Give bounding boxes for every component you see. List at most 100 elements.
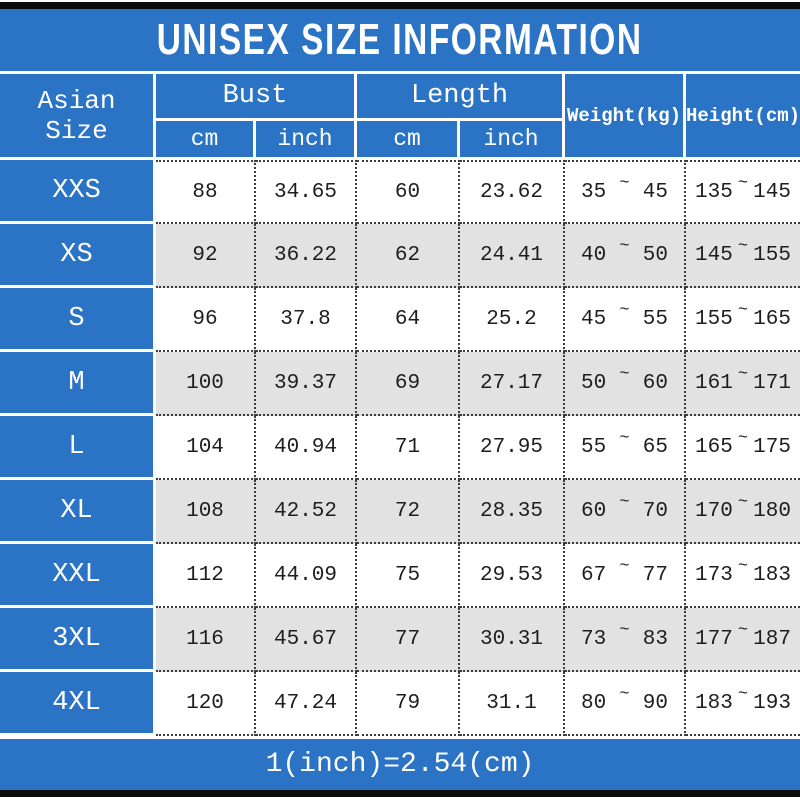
range-tilde: ~ xyxy=(737,428,749,448)
weight-min: 73 xyxy=(581,627,607,651)
range-tilde: ~ xyxy=(619,620,630,640)
size-cell: L xyxy=(0,416,156,480)
weight-min: 45 xyxy=(581,307,607,331)
bust-cm-cell: 100 xyxy=(156,352,256,416)
weight-max: 55 xyxy=(642,307,668,331)
length-inch-cell: 27.17 xyxy=(460,352,565,416)
header-length: Length xyxy=(357,74,565,121)
length-cm-cell: 71 xyxy=(357,416,460,480)
weight-min: 67 xyxy=(581,563,607,587)
height-range-cell: 161 ~171 xyxy=(686,352,800,416)
length-inch-cell: 30.31 xyxy=(460,608,565,672)
range-tilde: ~ xyxy=(737,364,749,384)
header-bust: Bust xyxy=(156,74,357,121)
bust-inch-cell: 45.67 xyxy=(256,608,357,672)
header-length-cm: cm xyxy=(357,121,460,160)
height-min: 177 xyxy=(695,627,733,651)
height-range-cell: 135 ~145 xyxy=(686,160,800,224)
length-inch-cell: 31.1 xyxy=(460,672,565,736)
bust-inch-cell: 39.37 xyxy=(256,352,357,416)
size-cell: XXL xyxy=(0,544,156,608)
weight-range-cell: 40 ~50 xyxy=(565,224,686,288)
length-inch-cell: 28.35 xyxy=(460,480,565,544)
range-tilde: ~ xyxy=(619,300,630,320)
weight-range-cell: 80 ~90 xyxy=(565,672,686,736)
table-row: 4XL 120 47.24 79 31.1 80 ~90 183 ~193 xyxy=(0,672,800,736)
height-max: 180 xyxy=(753,499,791,523)
length-cm-cell: 62 xyxy=(357,224,460,288)
length-inch-cell: 27.95 xyxy=(460,416,565,480)
length-cm-cell: 72 xyxy=(357,480,460,544)
length-inch-cell: 23.62 xyxy=(460,160,565,224)
size-cell: XXS xyxy=(0,160,156,224)
size-cell: 3XL xyxy=(0,608,156,672)
height-max: 155 xyxy=(753,243,791,267)
bust-cm-cell: 92 xyxy=(156,224,256,288)
height-range-cell: 165 ~175 xyxy=(686,416,800,480)
height-min: 155 xyxy=(695,307,733,331)
height-max: 171 xyxy=(753,371,791,395)
weight-min: 35 xyxy=(581,180,607,204)
bottom-black-bar xyxy=(0,790,800,797)
size-cell: 4XL xyxy=(0,672,156,736)
range-tilde: ~ xyxy=(619,556,630,576)
weight-min: 40 xyxy=(581,243,607,267)
size-cell: S xyxy=(0,288,156,352)
bust-inch-cell: 42.52 xyxy=(256,480,357,544)
size-cell: XL xyxy=(0,480,156,544)
height-min: 170 xyxy=(695,499,733,523)
weight-range-cell: 45 ~55 xyxy=(565,288,686,352)
height-min: 135 xyxy=(695,180,733,204)
weight-range-cell: 55 ~65 xyxy=(565,416,686,480)
range-tilde: ~ xyxy=(619,364,630,384)
top-black-bar xyxy=(0,2,800,9)
bust-inch-cell: 34.65 xyxy=(256,160,357,224)
weight-max: 60 xyxy=(642,371,668,395)
conversion-note-band: 1(inch)=2.54(cm) xyxy=(0,739,800,790)
weight-min: 80 xyxy=(581,691,607,715)
length-cm-cell: 64 xyxy=(357,288,460,352)
height-max: 193 xyxy=(753,691,791,715)
weight-range-cell: 35 ~45 xyxy=(565,160,686,224)
range-tilde: ~ xyxy=(737,556,749,576)
weight-min: 55 xyxy=(581,435,607,459)
height-max: 187 xyxy=(753,627,791,651)
height-min: 173 xyxy=(695,563,733,587)
size-cell: XS xyxy=(0,224,156,288)
range-tilde: ~ xyxy=(619,684,630,704)
bust-cm-cell: 104 xyxy=(156,416,256,480)
length-inch-cell: 29.53 xyxy=(460,544,565,608)
length-cm-cell: 69 xyxy=(357,352,460,416)
length-cm-cell: 77 xyxy=(357,608,460,672)
weight-max: 77 xyxy=(642,563,668,587)
weight-range-cell: 60 ~70 xyxy=(565,480,686,544)
range-tilde: ~ xyxy=(737,684,749,704)
table-row: XXL 112 44.09 75 29.53 67 ~77 173 ~183 xyxy=(0,544,800,608)
range-tilde: ~ xyxy=(737,173,749,193)
size-cell: M xyxy=(0,352,156,416)
range-tilde: ~ xyxy=(737,236,749,256)
bust-inch-cell: 44.09 xyxy=(256,544,357,608)
weight-range-cell: 50 ~60 xyxy=(565,352,686,416)
table-header: Asian Size Bust Length Weight(kg) Height… xyxy=(0,74,800,160)
height-max: 183 xyxy=(753,563,791,587)
weight-max: 83 xyxy=(642,627,668,651)
height-min: 183 xyxy=(695,691,733,715)
length-inch-cell: 24.41 xyxy=(460,224,565,288)
bust-inch-cell: 47.24 xyxy=(256,672,357,736)
title-band: UNISEX SIZE INFORMATION xyxy=(0,9,800,71)
length-cm-cell: 60 xyxy=(357,160,460,224)
weight-range-cell: 67 ~77 xyxy=(565,544,686,608)
length-inch-cell: 25.2 xyxy=(460,288,565,352)
height-min: 145 xyxy=(695,243,733,267)
bust-cm-cell: 88 xyxy=(156,160,256,224)
range-tilde: ~ xyxy=(737,492,749,512)
height-max: 145 xyxy=(753,180,791,204)
table-row: M 100 39.37 69 27.17 50 ~60 161 ~171 xyxy=(0,352,800,416)
header-height: Height(cm) xyxy=(686,74,800,160)
weight-max: 90 xyxy=(642,691,668,715)
table-row: S 96 37.8 64 25.2 45 ~55 155 ~165 xyxy=(0,288,800,352)
weight-max: 70 xyxy=(642,499,668,523)
weight-min: 60 xyxy=(581,499,607,523)
